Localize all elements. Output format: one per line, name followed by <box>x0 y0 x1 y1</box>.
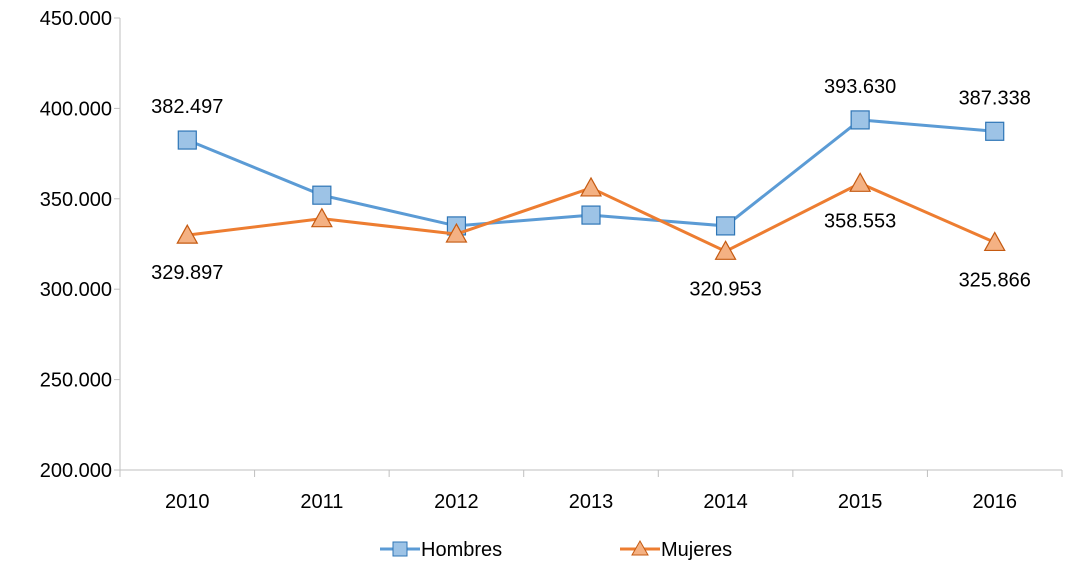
data-point <box>579 176 603 197</box>
data-label: 387.338 <box>959 87 1031 109</box>
data-point <box>581 205 601 225</box>
series-layer <box>176 110 1006 260</box>
y-tick-label: 250.000 <box>40 370 112 392</box>
y-tick-label: 450.000 <box>40 8 112 30</box>
x-tick-label: 2013 <box>569 491 614 513</box>
legend-marker <box>392 541 408 557</box>
data-point <box>985 121 1005 141</box>
x-tick-label: 2015 <box>838 491 883 513</box>
data-point <box>312 185 332 205</box>
y-tick-label: 300.000 <box>40 279 112 301</box>
legend-label: Hombres <box>421 539 502 561</box>
data-label: 393.630 <box>824 76 896 98</box>
data-point <box>310 207 333 228</box>
x-tick-label: 2012 <box>434 491 479 513</box>
y-axis-ticks: 200.000 250.000 300.000 350.000 400.000 450.0… <box>40 8 120 482</box>
data-point <box>983 231 1006 252</box>
data-label: 382.497 <box>151 96 223 118</box>
y-tick-label: 350.000 <box>40 189 112 211</box>
data-point <box>445 222 468 243</box>
data-point <box>176 223 199 244</box>
data-point <box>849 172 872 192</box>
data-label: 325.866 <box>959 269 1031 291</box>
x-tick-label: 2016 <box>972 491 1017 513</box>
data-label: 358.553 <box>824 210 896 232</box>
legend-item-hombres: Hombres <box>380 539 502 561</box>
data-labels: 382.497 393.630 387.338 329.897 320.953 358.5… <box>151 76 1031 300</box>
series-hombres <box>177 110 1005 236</box>
y-tick-label: 200.000 <box>40 460 112 482</box>
chart-axes <box>119 18 1062 471</box>
legend: Hombres Mujeres <box>380 539 732 561</box>
data-point <box>850 110 870 130</box>
x-tick-label: 2011 <box>300 491 343 513</box>
series-mujeres <box>176 172 1006 260</box>
x-tick-label: 2014 <box>703 491 748 513</box>
data-label: 320.953 <box>689 278 761 300</box>
x-tick-label: 2010 <box>165 491 210 513</box>
x-axis-ticks: 2010 2011 2012 2013 2014 2015 2016 <box>119 470 1063 513</box>
data-label: 329.897 <box>151 262 223 284</box>
y-tick-label: 400.000 <box>40 98 112 120</box>
data-point <box>177 130 197 150</box>
legend-label: Mujeres <box>661 539 732 561</box>
data-point <box>715 216 736 236</box>
data-point <box>714 240 737 260</box>
legend-marker <box>631 539 649 556</box>
legend-item-mujeres: Mujeres <box>620 539 732 561</box>
